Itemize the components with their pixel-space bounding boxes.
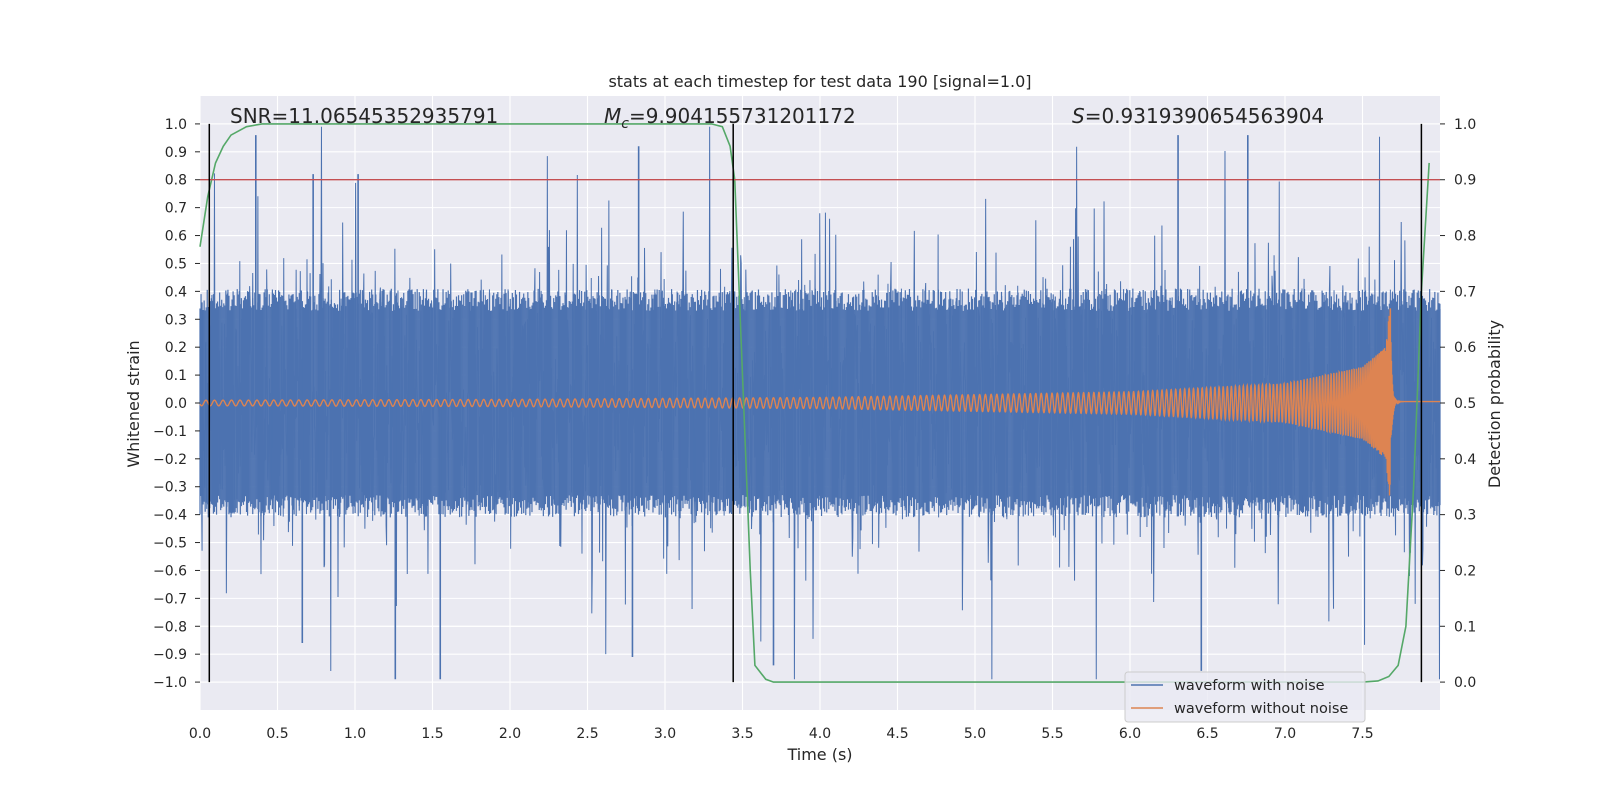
y2-tick-label: 1.0 xyxy=(1454,117,1476,133)
y-tick-label: 0.6 xyxy=(165,229,187,245)
y2-axis-label: Detection probability xyxy=(1485,320,1504,488)
x-tick-label: 2.0 xyxy=(499,726,521,742)
x-tick-label: 3.5 xyxy=(731,726,753,742)
y-tick-label: 0.8 xyxy=(165,173,187,189)
x-tick-label: 0.0 xyxy=(189,726,211,742)
y-tick-label: 0.4 xyxy=(165,284,187,300)
y-tick-label: −0.8 xyxy=(153,619,187,635)
y2-tick-label: 0.9 xyxy=(1454,173,1476,189)
x-tick-label: 1.5 xyxy=(421,726,443,742)
y-tick-label: 0.9 xyxy=(165,145,187,161)
x-tick-label: 6.0 xyxy=(1119,726,1141,742)
x-tick-label: 5.5 xyxy=(1041,726,1063,742)
x-axis-label: Time (s) xyxy=(786,745,852,764)
clean-waveform-line xyxy=(199,308,1440,496)
y-tick-label: 0.0 xyxy=(165,396,187,412)
series-detection-probability xyxy=(199,123,1430,683)
x-tick-label: 2.5 xyxy=(576,726,598,742)
y-tick-label: −0.3 xyxy=(153,480,187,496)
y2-tick-label: 0.7 xyxy=(1454,284,1476,300)
y-tick-label: −0.1 xyxy=(153,424,187,440)
y2-tick-label: 0.5 xyxy=(1454,396,1476,412)
legend-box xyxy=(1124,671,1366,723)
x-tick-label: 6.5 xyxy=(1196,726,1218,742)
x-tick-label: 7.5 xyxy=(1351,726,1373,742)
y-tick-label: 0.5 xyxy=(165,256,187,272)
s-symbol: S xyxy=(1072,104,1085,128)
y-tick-label: −0.7 xyxy=(153,591,187,607)
series-waveform-with-noise xyxy=(199,126,1441,680)
y-tick-label: 0.3 xyxy=(165,312,187,328)
x-tick-label: 5.0 xyxy=(964,726,986,742)
chirp-mass-value: =9.904155731201172 xyxy=(629,104,856,128)
y2-tick-label: 0.0 xyxy=(1454,675,1476,691)
y2-tick-label: 0.6 xyxy=(1454,340,1476,356)
y2-tick-label: 0.1 xyxy=(1454,619,1476,635)
legend-label-noisy: waveform with noise xyxy=(1174,678,1325,694)
x-tick-label: 4.5 xyxy=(886,726,908,742)
y2-tick-label: 0.2 xyxy=(1454,563,1476,579)
x-tick-label: 1.0 xyxy=(344,726,366,742)
y2-tick-label: 0.3 xyxy=(1454,508,1476,524)
y2-tick-label: 0.4 xyxy=(1454,452,1476,468)
vertical-markers xyxy=(208,123,1423,683)
x-tick-label: 3.0 xyxy=(654,726,676,742)
y-tick-label: −0.9 xyxy=(153,647,187,663)
x-tick-label: 4.0 xyxy=(809,726,831,742)
chirp-mass-subscript: c xyxy=(621,116,629,132)
y-tick-label: −0.2 xyxy=(153,452,187,468)
y2-tick-label: 0.8 xyxy=(1454,229,1476,245)
y-tick-label: −1.0 xyxy=(153,675,187,691)
axis-ticks: 0.0 0.5 1.0 1.5 2.0 2.5 3.0 3.5 4.0 4.5 5.0 5.5 6.0 6… xyxy=(153,117,1476,742)
snr-annotation: SNR=11.06545352935791 xyxy=(230,104,498,128)
y-tick-label: 0.1 xyxy=(165,368,187,384)
y-tick-label: −0.6 xyxy=(153,563,187,579)
s-annotation: S=0.9319390654563904 xyxy=(1072,104,1324,128)
x-tick-label: 0.5 xyxy=(266,726,288,742)
stats-annotations: SNR=11.06545352935791 Mc=9.9041557312011… xyxy=(230,104,1324,132)
y-tick-label: 0.7 xyxy=(165,201,187,217)
chart-title: stats at each timestep for test data 190… xyxy=(608,72,1031,91)
y-tick-label: 0.2 xyxy=(165,340,187,356)
legend: waveform with noise waveform without noi… xyxy=(1124,671,1366,723)
y-tick-label: −0.4 xyxy=(153,508,187,524)
x-tick-label: 7.0 xyxy=(1274,726,1296,742)
y-tick-label: −0.5 xyxy=(153,536,187,552)
y-tick-label: 1.0 xyxy=(165,117,187,133)
s-value: =0.9319390654563904 xyxy=(1085,104,1324,128)
chirp-mass-symbol: M xyxy=(604,104,621,128)
legend-label-clean: waveform without noise xyxy=(1174,701,1348,717)
series-waveform-without-noise xyxy=(199,308,1440,496)
chirp-mass-annotation: Mc=9.904155731201172 xyxy=(604,104,856,132)
y-axis-label: Whitened strain xyxy=(124,340,143,467)
detection-probability-line xyxy=(199,123,1430,683)
